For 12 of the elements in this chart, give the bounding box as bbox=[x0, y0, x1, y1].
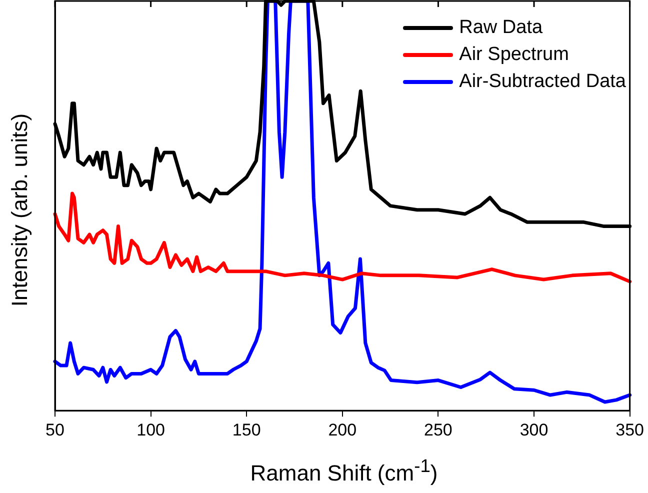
legend-label: Air-Subtracted Data bbox=[459, 70, 626, 94]
x-tick-label: 300 bbox=[520, 420, 548, 440]
legend-label: Raw Data bbox=[459, 16, 543, 40]
x-tick-label: 50 bbox=[46, 420, 64, 440]
x-tick-label: 150 bbox=[232, 420, 261, 440]
y-axis-title: Intensity (arb. units) bbox=[7, 113, 33, 307]
x-axis-title: Raman Shift (cm$^{-1}$) bbox=[249, 455, 439, 486]
x-tick-label: 100 bbox=[136, 420, 165, 440]
x-tick-label: 200 bbox=[328, 420, 357, 440]
x-tick-label: 350 bbox=[616, 420, 644, 440]
legend-label: Air Spectrum bbox=[459, 43, 569, 67]
x-tick-label: 250 bbox=[424, 420, 452, 440]
